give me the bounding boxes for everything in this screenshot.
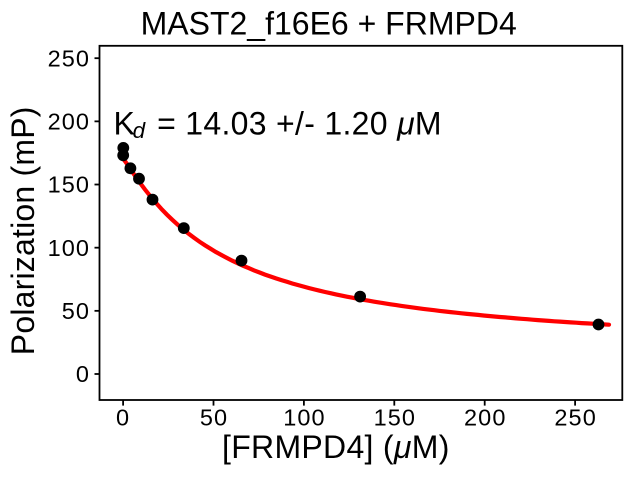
svg-text:Polarization (mP): Polarization (mP): [5, 106, 41, 355]
svg-text:MAST2_f16E6 + FRMPD4: MAST2_f16E6 + FRMPD4: [141, 6, 517, 42]
svg-text:Kd = 14.03 +/- 1.20 μM: Kd = 14.03 +/- 1.20 μM: [114, 106, 442, 144]
svg-text:100: 100: [283, 405, 326, 431]
svg-text:50: 50: [62, 298, 90, 324]
svg-text:250: 250: [48, 45, 91, 71]
svg-text:150: 150: [374, 405, 417, 431]
svg-text:100: 100: [48, 235, 91, 261]
svg-text:150: 150: [48, 172, 91, 198]
svg-text:0: 0: [76, 361, 90, 387]
svg-text:50: 50: [200, 405, 228, 431]
svg-text:[FRMPD4] (μM): [FRMPD4] (μM): [222, 429, 450, 465]
svg-text:200: 200: [48, 109, 91, 135]
svg-text:250: 250: [554, 405, 597, 431]
svg-text:0: 0: [116, 405, 130, 431]
svg-text:200: 200: [464, 405, 507, 431]
